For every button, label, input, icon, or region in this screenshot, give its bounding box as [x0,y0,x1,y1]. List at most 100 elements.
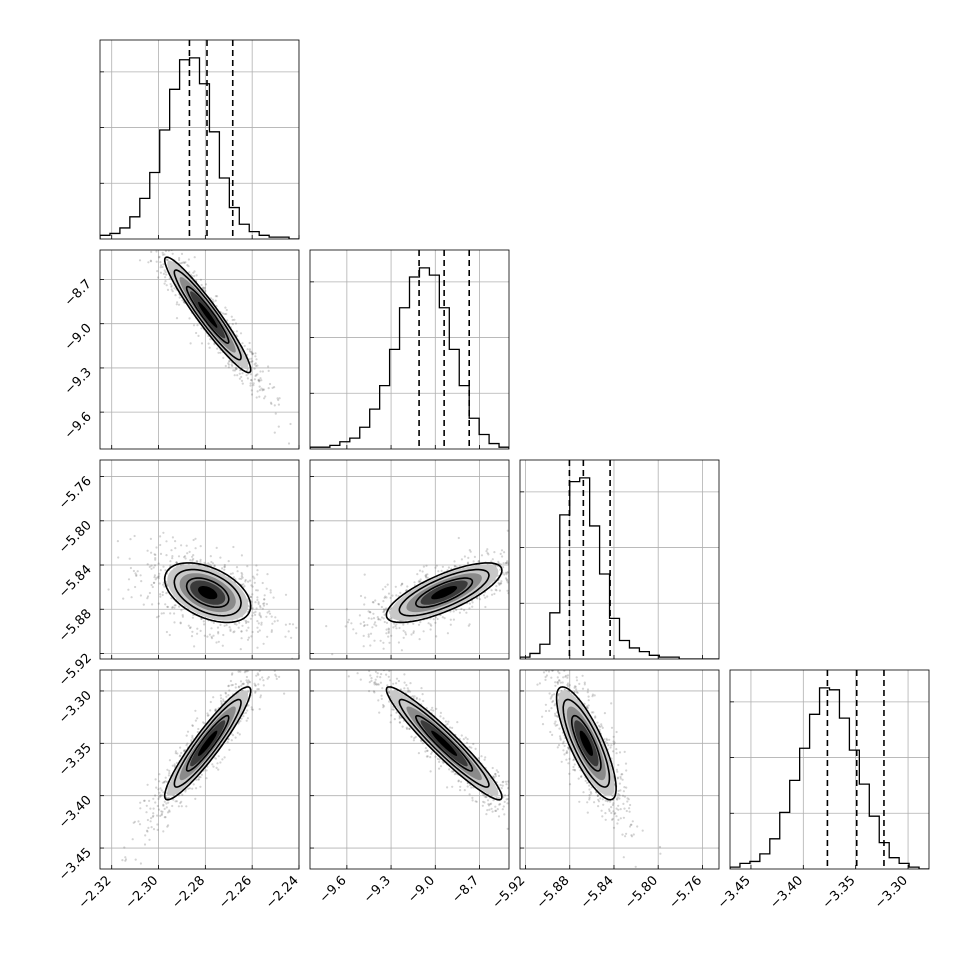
scatter-point [507,562,509,565]
scatter-point [257,661,259,663]
scatter-point [405,589,408,592]
scatter-point [387,628,391,631]
scatter-point [523,627,525,629]
scatter-point [557,744,561,747]
scatter-point [265,661,267,663]
scatter-point [477,560,481,563]
scatter-point [376,675,379,678]
scatter-point [270,402,273,405]
scatter-point [416,573,419,576]
scatter-point [528,840,530,842]
scatter-point [374,599,377,602]
scatter-point [617,818,620,822]
scatter-point [199,776,202,779]
scatter-point [210,635,213,638]
scatter-point [478,598,482,601]
scatter-point [246,709,249,712]
scatter-point [219,556,222,559]
scatter-point [609,746,612,749]
axis-frame [99,249,300,450]
scatter-point [274,673,277,676]
scatter-point [471,601,474,604]
scatter-point [245,374,248,377]
scatter-point [513,588,515,590]
scatter-point [259,696,262,699]
scatter-point [230,673,234,676]
scatter-point [491,593,494,596]
scatter-point [164,776,167,779]
scatter-point [241,624,244,627]
scatter-point [257,688,260,691]
scatter-point [217,640,220,643]
scatter-point [231,734,235,737]
scatter-point [240,637,243,640]
scatter-point [391,594,394,597]
scatter-point [250,357,253,360]
scatter-point [596,721,599,724]
scatter-point [217,632,220,635]
scatter-point [229,572,232,576]
scatter-point [163,585,166,588]
scatter-point [185,734,188,737]
scatter-point [616,777,619,780]
scatter-point [413,695,416,698]
scatter-point [528,823,530,825]
scatter-point [391,708,394,711]
scatter-point [197,778,201,781]
scatter-point [171,606,174,610]
scatter-point [147,243,149,245]
scatter-point [249,373,253,376]
scatter-point [460,607,463,611]
scatter-point [235,623,238,626]
scatter-point [134,858,137,861]
scatter-point [378,711,381,714]
scatter-point [234,368,237,371]
scatter-point [413,581,416,584]
scatter-point [437,570,440,573]
scatter-point [448,768,451,771]
scatter-point [132,821,135,824]
scatter-point [268,612,272,615]
scatter-point [163,816,166,819]
scatter-point [192,324,196,327]
scatter-point [432,709,435,712]
scatter-point [152,812,155,815]
scatter-point [506,579,509,582]
scatter-point [283,641,285,643]
y-tick-label: −3.35 [56,741,95,780]
scatter-point [223,756,226,759]
scatter-point [148,591,151,595]
scatter-point [162,791,165,794]
scatter-point [419,580,422,584]
scatter-point [223,565,226,569]
scatter-point [400,584,403,587]
scatter-point [254,355,257,358]
scatter-point [273,670,276,672]
scatter-point [255,373,258,377]
density-fill [431,730,458,756]
axis-frame [309,459,510,660]
scatter-point [375,668,377,670]
scatter-point [370,679,373,683]
scatter-point [238,621,241,624]
scatter-point [369,644,372,647]
scatter-point [148,799,151,803]
scatter-point [178,296,181,299]
scatter-point [150,241,152,243]
scatter-point [388,679,392,682]
scatter-point [192,554,195,557]
scatter-point [165,806,168,809]
scatter-point [222,700,225,703]
scatter-point [359,622,362,625]
scatter-point [191,616,194,619]
scatter-point [223,563,226,567]
scatter-point [274,666,276,668]
scatter-point [438,767,441,770]
scatter-point [347,675,350,678]
scatter-point [419,578,422,581]
scatter-point [186,730,190,733]
scatter-point [452,610,455,613]
scatter-point [139,862,142,865]
scatter-point [489,803,492,806]
scatter-point [495,589,498,592]
